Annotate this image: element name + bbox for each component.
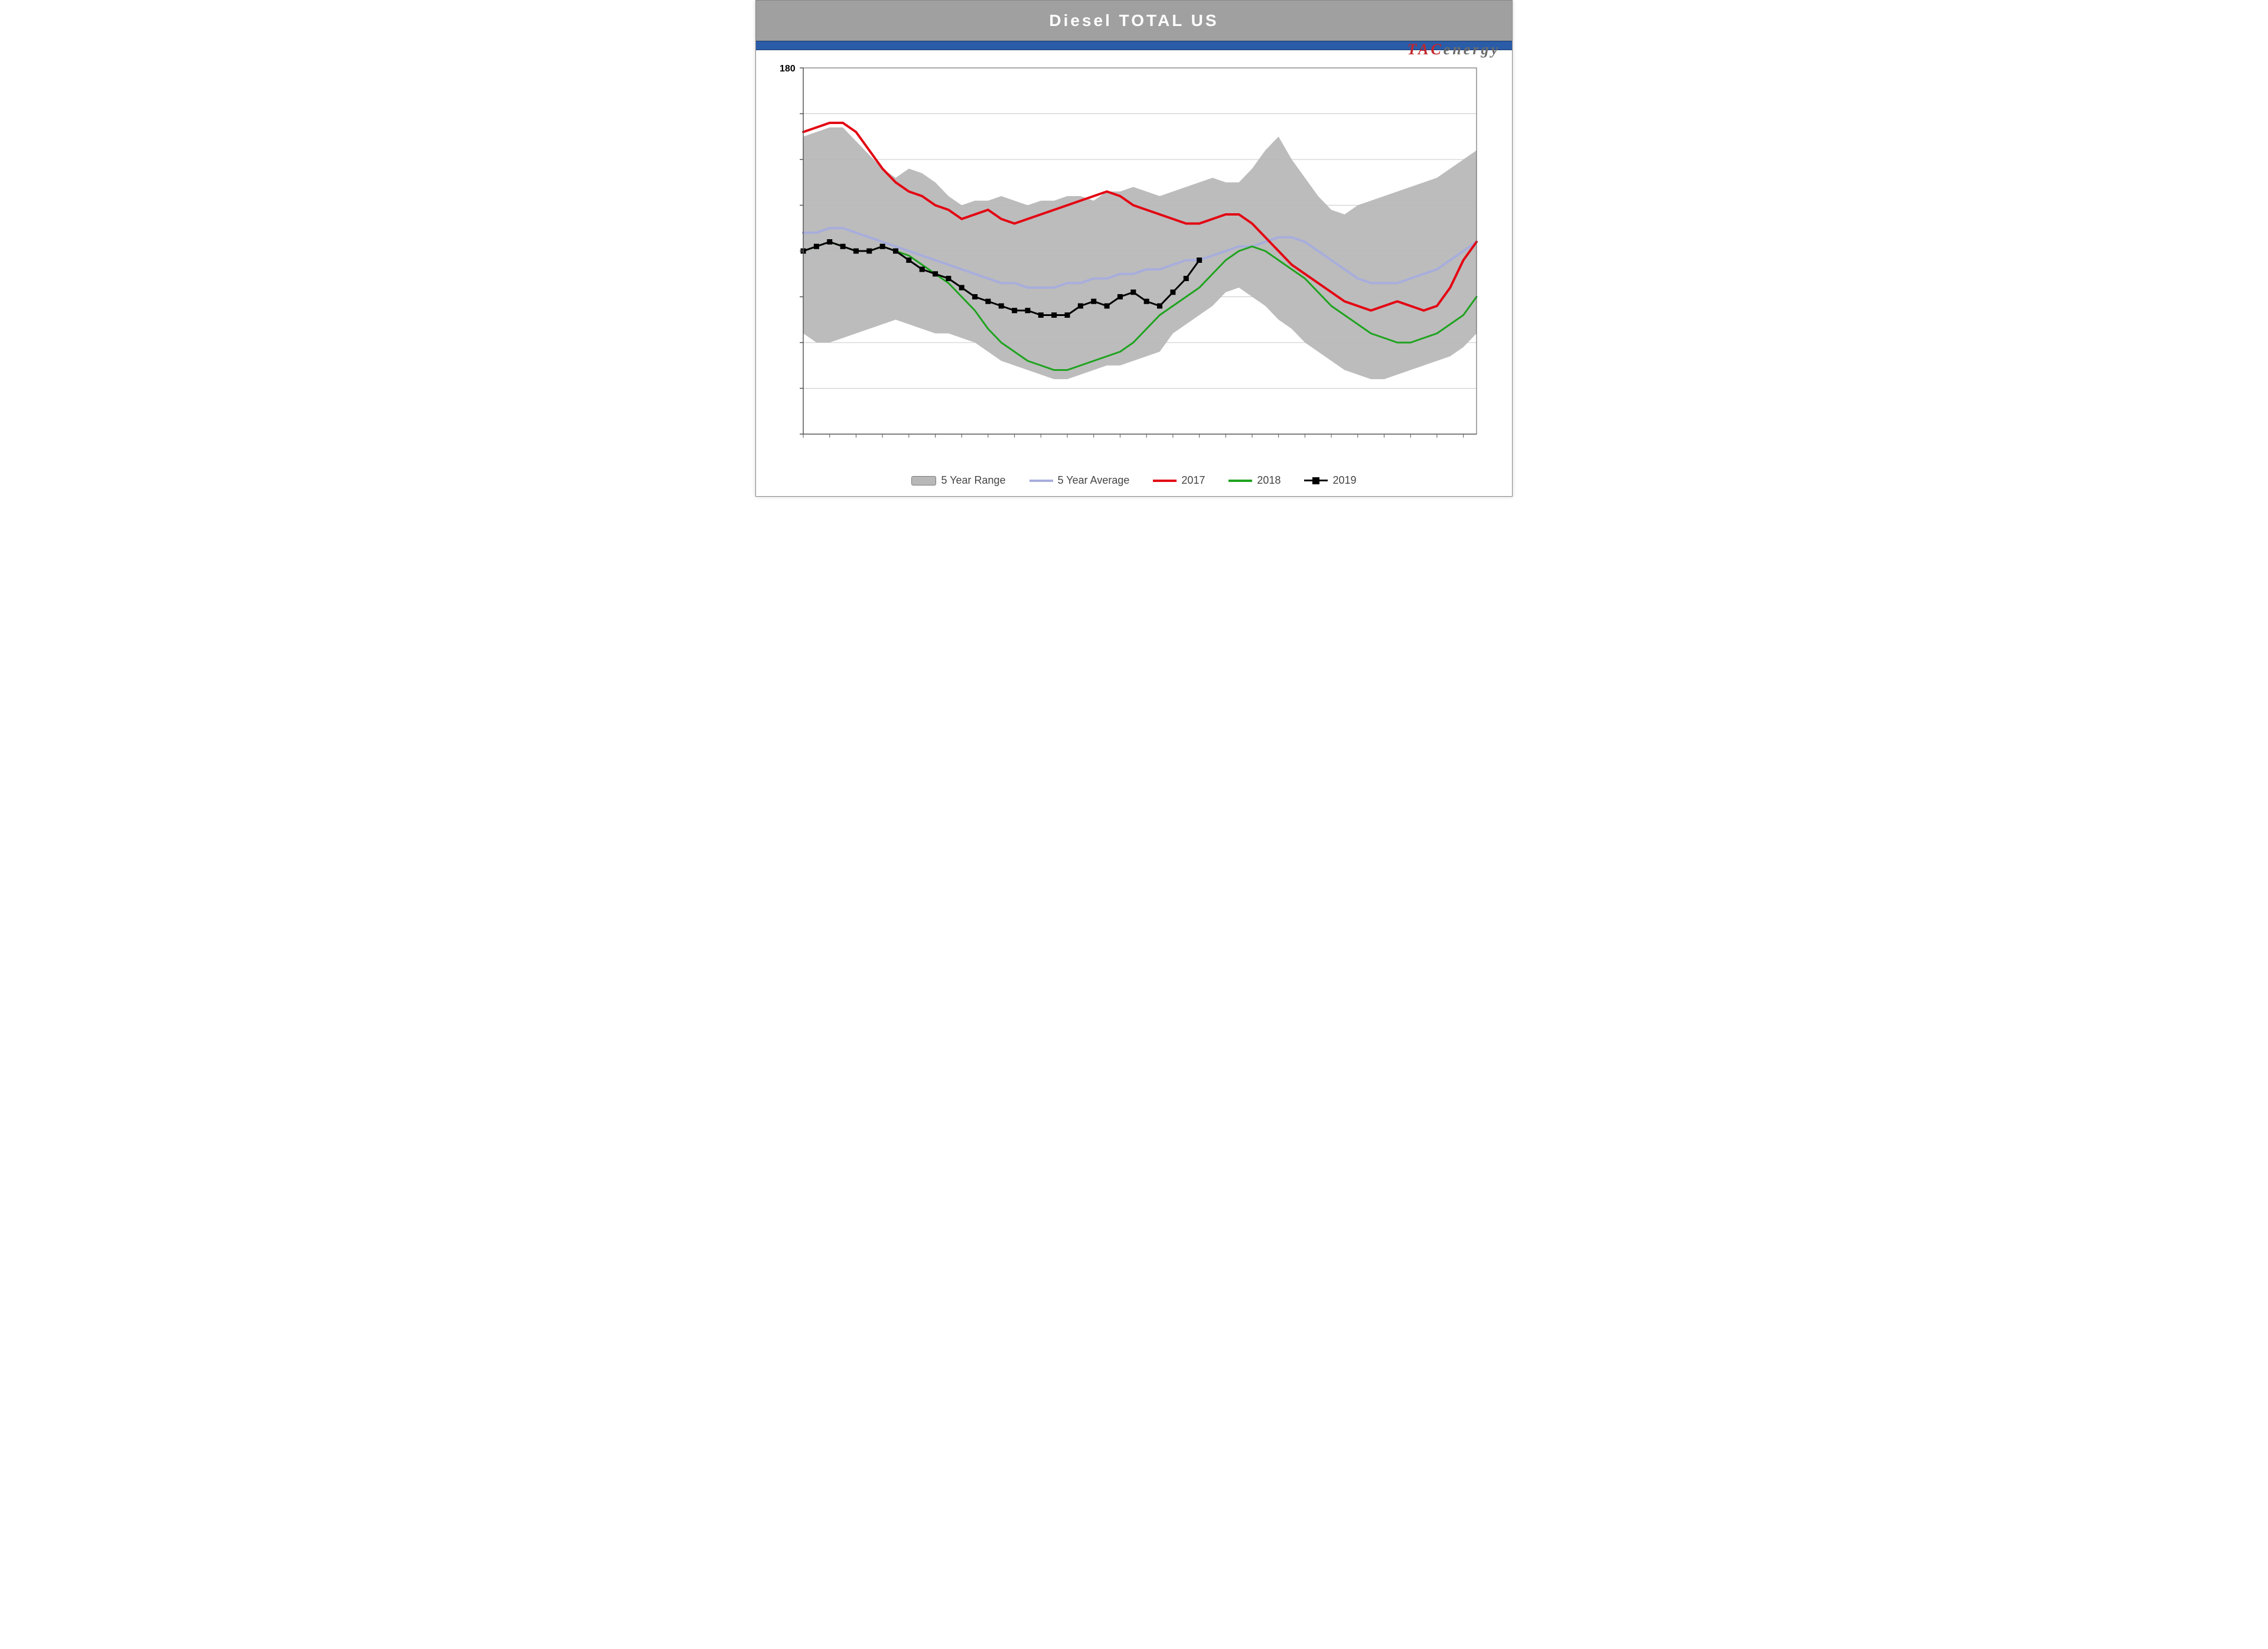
legend-item-2018: 2018 xyxy=(1228,474,1280,487)
brand-logo: TACenergy xyxy=(1407,41,1500,58)
legend-item-5-year-range: 5 Year Range xyxy=(911,474,1005,487)
y-axis-top-label: 180 xyxy=(780,64,796,74)
series-marker xyxy=(1197,258,1202,263)
series-marker xyxy=(1131,290,1136,295)
series-marker xyxy=(973,295,977,299)
series-marker xyxy=(959,285,964,290)
chart-header: Diesel TOTAL US TACenergy xyxy=(756,1,1512,41)
series-marker xyxy=(853,249,858,253)
legend-item-2019: 2019 xyxy=(1304,474,1356,487)
legend-item-2017: 2017 xyxy=(1153,474,1205,487)
legend-label: 2017 xyxy=(1181,474,1205,487)
legend-swatch xyxy=(1029,480,1053,482)
series-marker xyxy=(1065,313,1070,318)
series-marker xyxy=(1184,276,1188,281)
legend-label: 5 Year Average xyxy=(1058,474,1130,487)
series-marker xyxy=(1104,304,1109,308)
series-marker xyxy=(986,299,990,304)
legend-item-5-year-average: 5 Year Average xyxy=(1029,474,1130,487)
legend-label: 2018 xyxy=(1257,474,1280,487)
series-marker xyxy=(1171,290,1175,295)
series-marker xyxy=(1012,308,1017,313)
legend-swatch xyxy=(1153,480,1177,482)
logo-tac: TAC xyxy=(1407,41,1443,58)
series-marker xyxy=(827,240,832,245)
series-marker xyxy=(1117,295,1122,299)
legend-swatch xyxy=(1304,477,1328,484)
series-marker xyxy=(893,249,898,253)
series-marker xyxy=(933,272,938,276)
chart-title: Diesel TOTAL US xyxy=(1049,11,1218,30)
series-marker xyxy=(920,267,924,272)
series-marker xyxy=(907,258,911,263)
series-marker xyxy=(814,244,819,249)
chart-svg: 180 xyxy=(768,56,1488,458)
chart-card: Diesel TOTAL US TACenergy 180 5 Year Ran… xyxy=(755,0,1513,497)
series-marker xyxy=(880,244,885,249)
series-marker xyxy=(1078,304,1083,308)
header-accent-bar xyxy=(756,41,1512,50)
chart-legend: 5 Year Range 5 Year Average 2017 2018 2019 xyxy=(756,470,1512,496)
series-marker xyxy=(867,249,872,253)
legend-swatch xyxy=(911,476,936,485)
chart-plot-area: 180 xyxy=(756,50,1512,470)
legend-label: 5 Year Range xyxy=(941,474,1005,487)
series-marker xyxy=(1091,299,1096,304)
series-marker xyxy=(999,304,1003,308)
series-marker xyxy=(1052,313,1057,318)
series-marker xyxy=(1158,304,1162,308)
series-marker xyxy=(1038,313,1043,318)
legend-label: 2019 xyxy=(1332,474,1356,487)
series-marker xyxy=(946,276,951,281)
series-marker xyxy=(1144,299,1149,304)
logo-energy: energy xyxy=(1443,41,1500,58)
series-marker xyxy=(840,244,845,249)
series-marker xyxy=(1025,308,1030,313)
legend-swatch xyxy=(1228,480,1252,482)
